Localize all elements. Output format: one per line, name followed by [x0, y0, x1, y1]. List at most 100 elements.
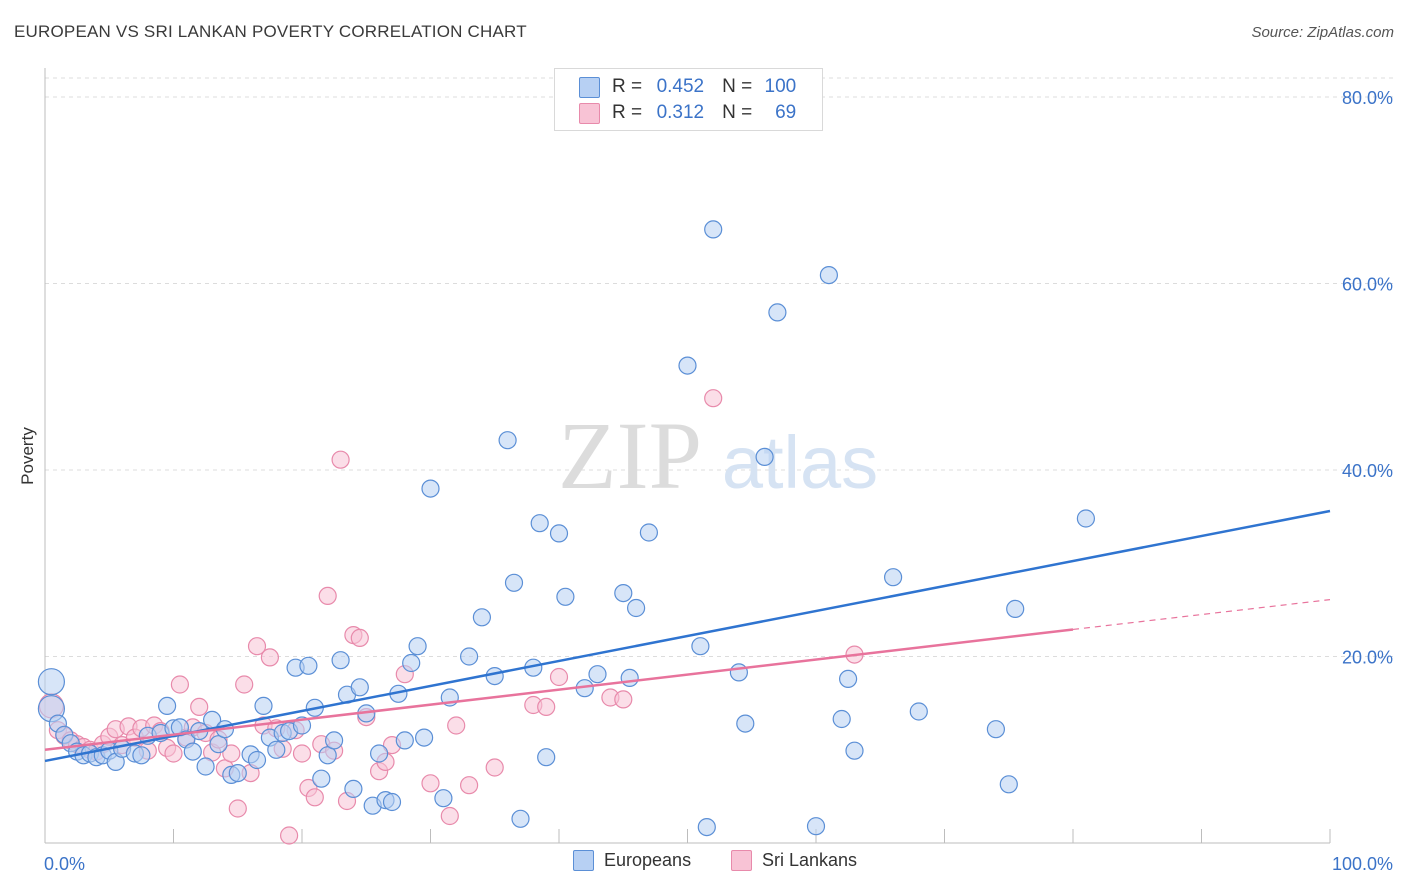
legend-item-europeans[interactable]: Europeans [573, 850, 691, 871]
legend-item-srilankans[interactable]: Sri Lankans [731, 850, 857, 871]
european-point [999, 775, 1018, 794]
european-point [183, 742, 202, 761]
european-point [678, 356, 697, 375]
european-point [1076, 509, 1096, 528]
european-point [196, 757, 215, 776]
european-point [704, 220, 723, 239]
srilankan-point [222, 744, 241, 763]
srilankan-point [235, 675, 254, 694]
european-point [370, 744, 389, 763]
x-tick-label: 0.0% [44, 854, 85, 874]
y-tick-label: 80.0% [1342, 88, 1393, 108]
european-point [254, 696, 273, 716]
european-point [485, 666, 504, 686]
grid-lines [45, 77, 1393, 657]
srilankan-point [614, 690, 633, 709]
european-point [736, 714, 755, 733]
european-point [37, 668, 66, 696]
european-point [247, 750, 267, 770]
european-point [832, 709, 851, 729]
r-value: 0.452 [656, 76, 705, 97]
srilankan-point [164, 744, 183, 763]
srilankan-point [350, 628, 369, 648]
european-point [838, 669, 858, 689]
srilankan-point [537, 697, 556, 717]
srilankan-point [447, 716, 466, 735]
european-point [312, 769, 331, 788]
european-point [421, 479, 440, 498]
european-point [845, 741, 864, 760]
y-tick-label: 40.0% [1342, 461, 1393, 481]
european-point [460, 647, 479, 666]
srilankan-point [190, 697, 209, 717]
european-point [350, 678, 369, 697]
srilankan-point [331, 450, 350, 469]
european-point [537, 748, 556, 767]
srilankans-legend-swatch [731, 850, 752, 871]
srilankan-point [170, 675, 189, 694]
srilankan-point [280, 826, 299, 845]
european-point [614, 583, 633, 603]
srilankan-point [704, 389, 723, 408]
n-value: 69 [775, 102, 797, 123]
srilankans-trend-extension [1072, 599, 1331, 631]
srilankan-point [549, 667, 569, 687]
european-point [331, 651, 350, 670]
european-point [408, 637, 427, 656]
source-label: Source: ZipAtlas.com [1251, 24, 1394, 41]
european-point [267, 740, 286, 759]
european-point [158, 696, 177, 716]
european-point [415, 728, 434, 747]
n-label: N = [722, 102, 753, 123]
european-point [768, 303, 787, 322]
european-point [549, 524, 569, 543]
n-value: 100 [764, 76, 797, 97]
srilankan-point [260, 648, 279, 667]
legend-row-srilankans: R = 0.312 N = 69 [579, 101, 796, 125]
x-tick-label: 100.0% [1332, 854, 1393, 874]
n-label: N = [722, 76, 753, 97]
european-point [819, 266, 839, 285]
european-point [209, 735, 228, 754]
european-point [909, 702, 928, 721]
european-point [434, 789, 453, 808]
y-tick-label: 60.0% [1342, 275, 1393, 295]
legend-row-europeans: R = 0.452 N = 100 [579, 75, 796, 99]
european-point [626, 598, 646, 618]
srilankan-point [460, 776, 479, 795]
srilankan-point [228, 799, 247, 818]
europeans-swatch [579, 76, 600, 98]
european-point [504, 573, 524, 592]
y-axis-label: Poverty [18, 427, 37, 485]
european-point [556, 587, 575, 606]
european-point [299, 656, 318, 675]
european-point [639, 523, 659, 542]
european-point [691, 637, 710, 656]
european-point [325, 731, 344, 750]
europeans-legend-label: Europeans [604, 850, 692, 870]
european-point [395, 731, 414, 750]
european-point [530, 514, 549, 533]
european-point [806, 817, 826, 836]
r-label: R = [612, 102, 643, 123]
europeans-trend-line [44, 509, 1331, 763]
european-point [402, 653, 421, 673]
european-point [729, 663, 749, 682]
srilankan-point [305, 788, 324, 807]
srilankan-point [440, 806, 459, 826]
european-point [986, 720, 1006, 739]
watermark: ZIP atlas [558, 402, 878, 509]
european-point [511, 809, 530, 828]
srilankan-point [318, 586, 337, 606]
srilankan-point [247, 637, 267, 656]
trend-lines [44, 509, 1331, 763]
europeans-legend-swatch [573, 850, 594, 871]
european-point [1006, 599, 1025, 619]
european-point [132, 746, 151, 765]
r-label: R = [612, 76, 643, 97]
y-tick-label: 20.0% [1342, 648, 1393, 668]
axis-labels: Poverty 20.0% 40.0% 60.0% 80.0% 0.0% 100.0% [18, 88, 1393, 874]
european-point [620, 668, 639, 688]
srilankan-point [292, 744, 312, 763]
r-value: 0.312 [656, 102, 705, 123]
